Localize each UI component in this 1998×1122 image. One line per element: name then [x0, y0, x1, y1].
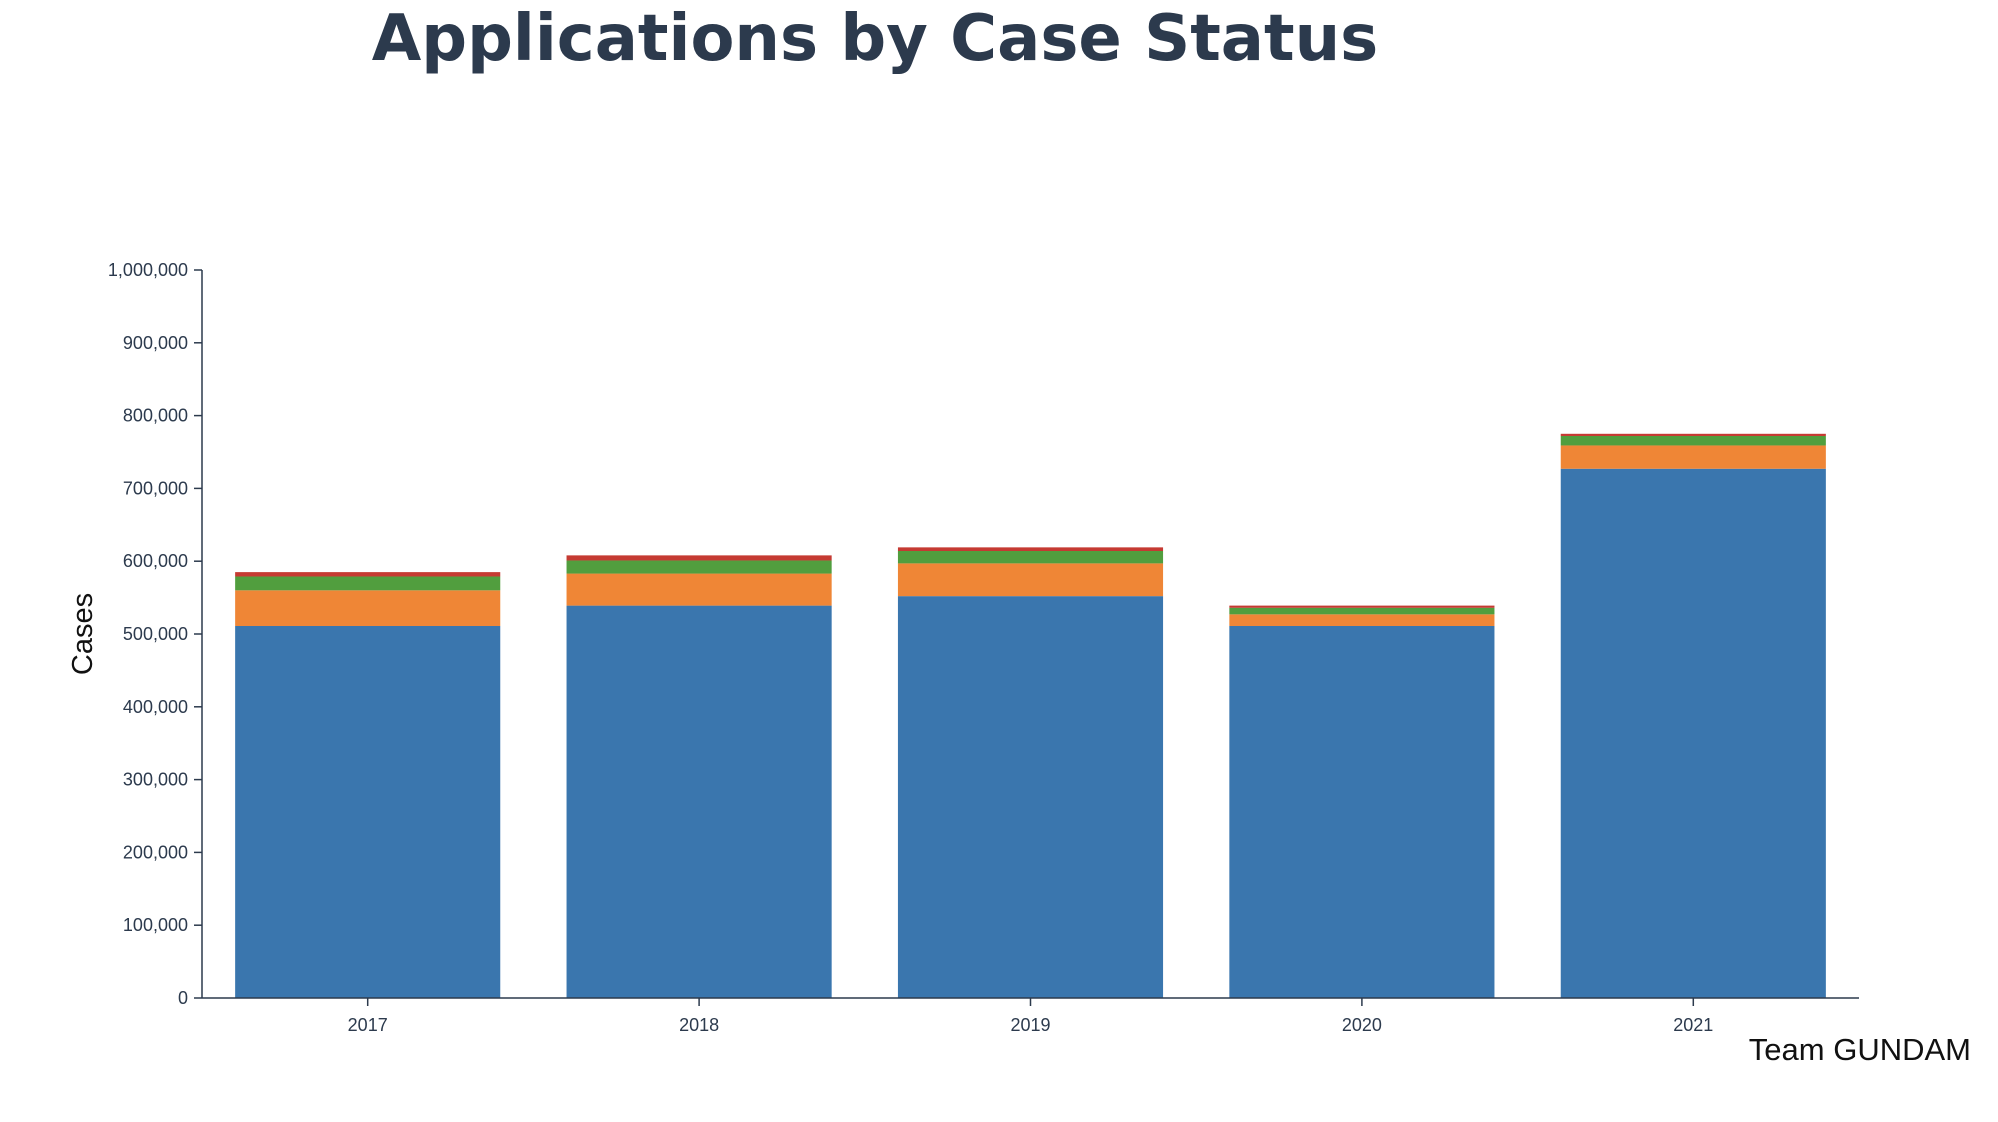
y-tick-label: 200,000 — [123, 842, 188, 862]
bar-segment-2019-series-2 — [897, 563, 1164, 597]
bar-segment-2018-series-4 — [566, 555, 832, 561]
y-tick-label: 100,000 — [123, 915, 188, 935]
y-tick-label: 1,000,000 — [108, 260, 188, 280]
x-tick-label-2020: 2020 — [1342, 1015, 1382, 1035]
bar-segment-2021-series-1 — [1560, 468, 1826, 998]
bar-segment-2018-series-2 — [566, 573, 832, 606]
bar-segment-2019-series-3 — [897, 551, 1164, 564]
x-tick-label-2019: 2019 — [1010, 1015, 1050, 1035]
bar-segment-2020-series-2 — [1229, 614, 1495, 626]
credit-label: Team GUNDAM — [1749, 1032, 1971, 1067]
bar-segment-2017-series-3 — [235, 576, 501, 591]
bar-segment-2017-series-4 — [235, 572, 501, 577]
bar-segment-2017-series-1 — [235, 625, 501, 998]
y-axis: 0 100,000 200,000 300,000 400,000 500,000 600,… — [108, 260, 203, 1008]
bar-segment-2021-series-3 — [1560, 435, 1826, 446]
y-tick-label: 300,000 — [123, 770, 188, 790]
y-tick-label: 500,000 — [123, 624, 188, 644]
bar-segment-2020-series-4 — [1229, 605, 1495, 608]
x-axis: 2017 2018 2019 2020 2021 — [202, 997, 1859, 1035]
y-tick-label: 600,000 — [123, 551, 188, 571]
chart-title: Applications by Case Status — [371, 2, 1379, 76]
bar-segment-2021-series-4 — [1560, 433, 1826, 436]
bar-segment-2017-series-2 — [235, 590, 501, 626]
bar-segment-2019-series-1 — [897, 596, 1164, 998]
bar-segment-2020-series-3 — [1229, 607, 1495, 615]
bar-segment-2018-series-3 — [566, 560, 832, 574]
y-tick-label: 800,000 — [123, 406, 188, 426]
y-tick-label: 400,000 — [123, 697, 188, 717]
y-tick-label: 700,000 — [123, 478, 188, 498]
x-tick-label-2021: 2021 — [1673, 1015, 1713, 1035]
x-tick-label-2018: 2018 — [679, 1015, 719, 1035]
y-tick-label: 0 — [178, 988, 188, 1008]
y-tick-label: 900,000 — [123, 333, 188, 353]
bar-segment-2018-series-1 — [566, 605, 832, 998]
bar-segment-2021-series-2 — [1560, 445, 1826, 469]
bar-segment-2020-series-1 — [1229, 625, 1495, 998]
bar-segment-2019-series-4 — [897, 547, 1164, 552]
bars-group — [235, 433, 1826, 998]
x-tick-label-2017: 2017 — [348, 1015, 388, 1035]
y-axis-title: Cases — [67, 593, 99, 675]
